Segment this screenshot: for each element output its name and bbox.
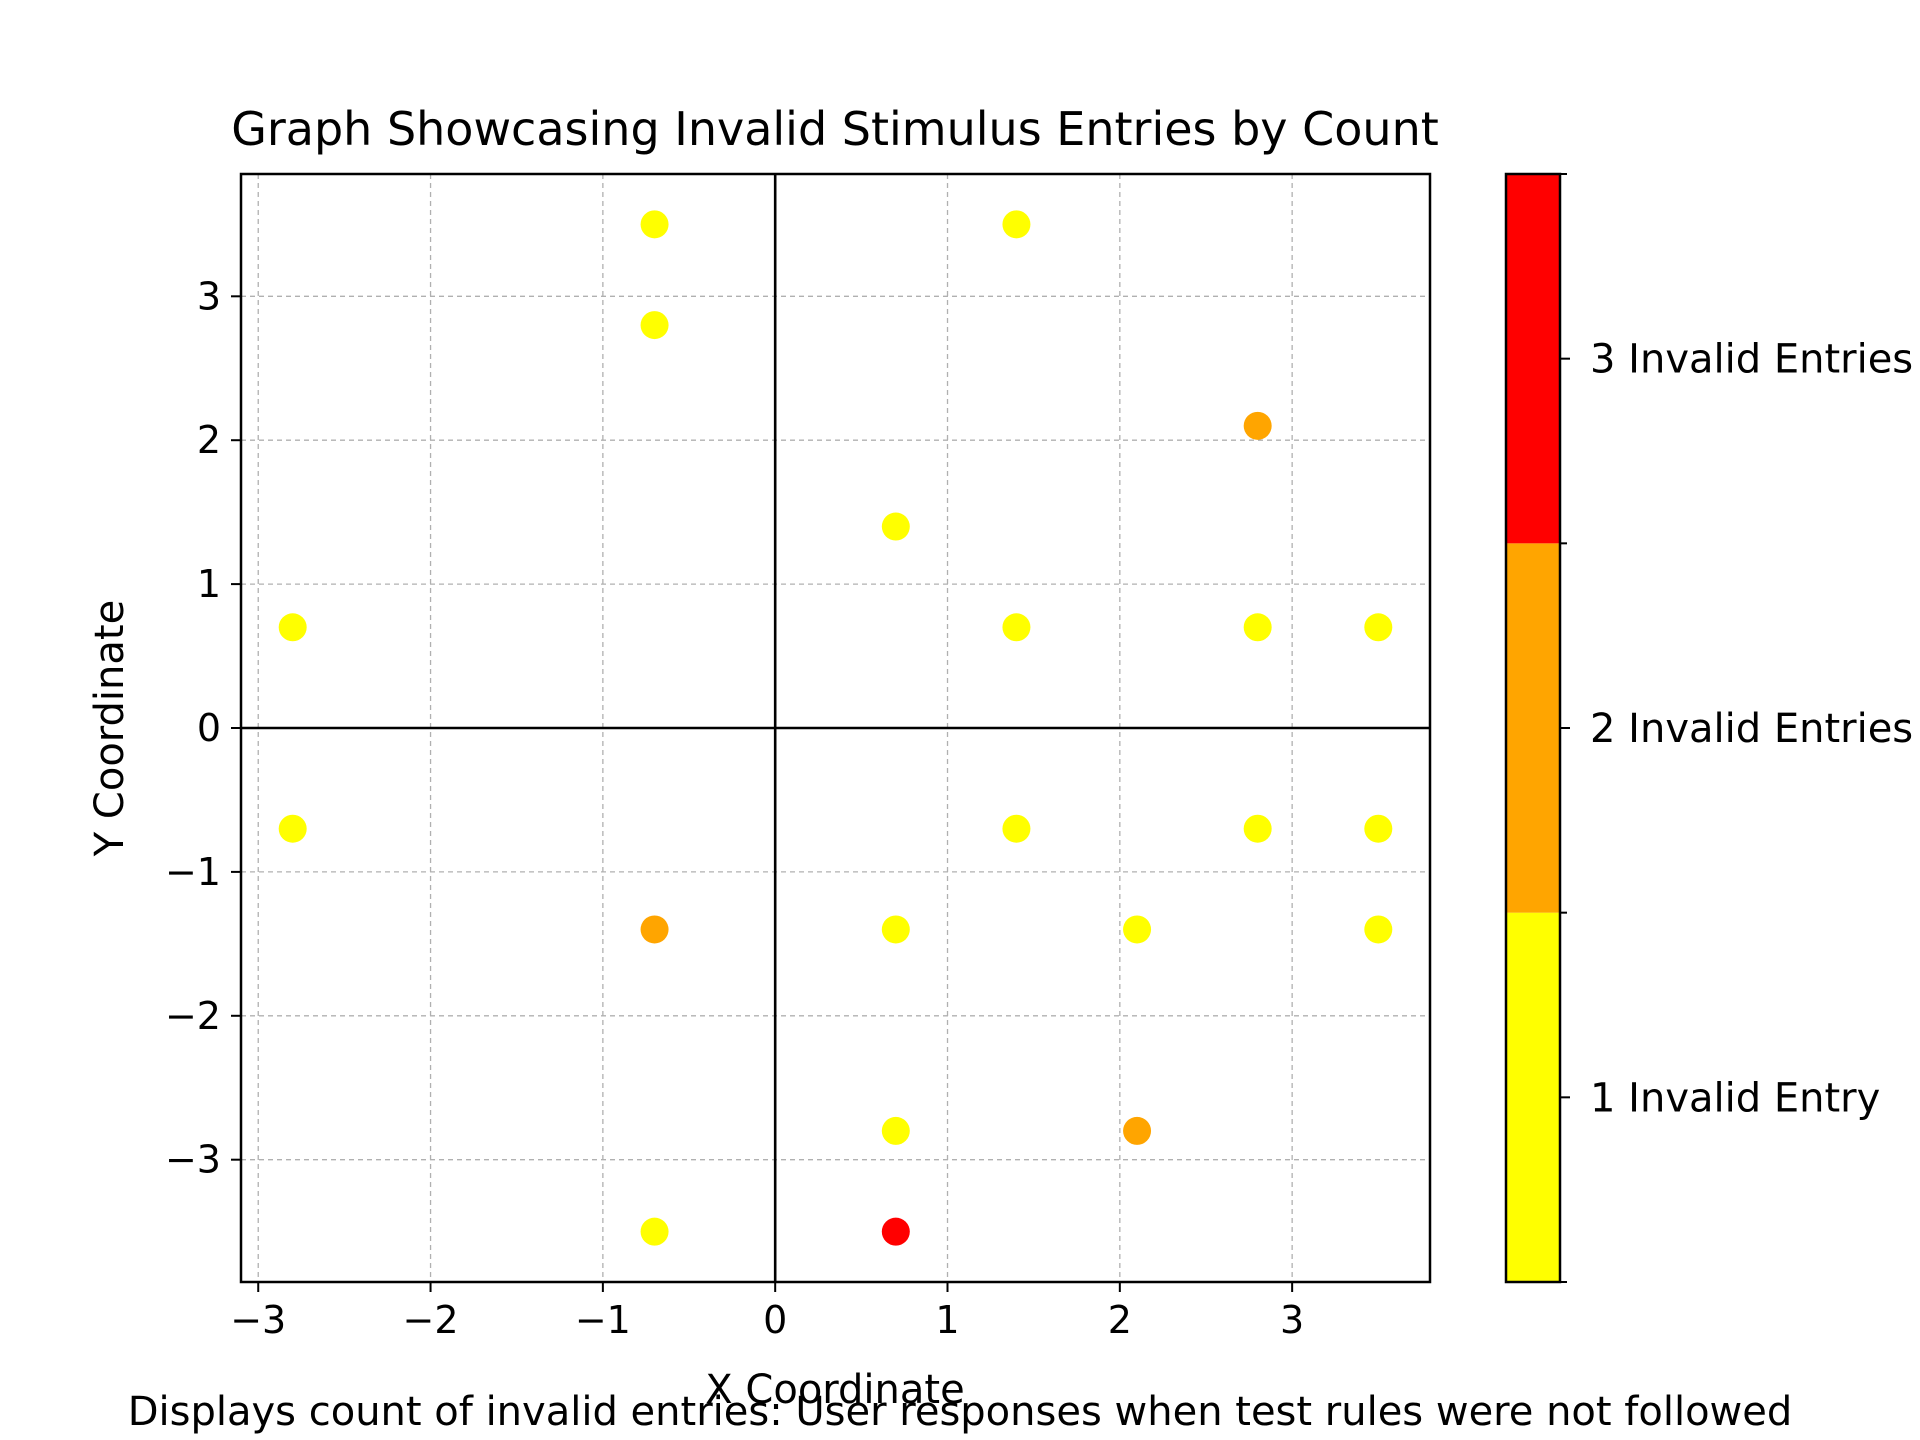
data-point [881, 915, 910, 944]
colorbar-label: 2 Invalid Entries [1590, 706, 1913, 752]
x-tick-label: 1 [935, 1298, 959, 1342]
data-point [881, 1116, 910, 1145]
data-point [278, 814, 307, 843]
y-tick-label: 3 [197, 274, 221, 318]
colorbar-label: 3 Invalid Entries [1590, 337, 1913, 383]
y-tick-label: −3 [165, 1138, 221, 1182]
colorbar-label: 1 Invalid Entry [1590, 1075, 1880, 1121]
chart-caption: Displays count of invalid entries: User … [128, 1389, 1793, 1435]
y-tick-label: 1 [197, 562, 221, 606]
data-point [1243, 411, 1272, 440]
data-point [881, 512, 910, 541]
x-tick-label: 3 [1280, 1298, 1304, 1342]
x-tick-label: −2 [403, 1298, 459, 1342]
chart-title: Graph Showcasing Invalid Stimulus Entrie… [231, 102, 1439, 156]
y-tick-label: −2 [165, 994, 221, 1038]
data-point [1002, 210, 1031, 239]
data-point [1002, 814, 1031, 843]
colorbar: 1 Invalid Entry 2 Invalid Entries 3 Invali… [1504, 172, 1913, 1284]
data-point [1364, 613, 1393, 642]
y-tick-label: 2 [197, 418, 221, 462]
colorbar-frame [1504, 172, 1562, 1284]
colorbar-segment [1506, 543, 1560, 913]
y-ticks: −3 −2 −1 0 1 2 3 [165, 274, 241, 1182]
data-point [640, 311, 669, 340]
data-point [1364, 915, 1393, 944]
colorbar-segment [1506, 174, 1560, 544]
x-tick-label: −3 [230, 1298, 286, 1342]
data-points [278, 210, 1393, 1246]
x-axis-label: X Coordinate [705, 1367, 964, 1413]
data-point [1243, 613, 1272, 642]
zero-lines [241, 174, 1430, 1282]
data-point [881, 1217, 910, 1246]
data-point [1364, 814, 1393, 843]
y-tick-label: 0 [197, 706, 221, 750]
data-point [1123, 915, 1152, 944]
x-tick-label: 0 [763, 1298, 787, 1342]
data-point [640, 210, 669, 239]
data-point [1002, 613, 1031, 642]
data-point [1243, 814, 1272, 843]
data-point [640, 1217, 669, 1246]
y-tick-label: −1 [165, 850, 221, 894]
x-ticks: −3 −2 −1 0 1 2 3 [230, 1282, 1304, 1342]
x-tick-label: 2 [1108, 1298, 1132, 1342]
data-point [278, 613, 307, 642]
x-tick-label: −1 [575, 1298, 631, 1342]
y-axis-label: Y Coordinate [87, 600, 133, 857]
colorbar-segment [1506, 912, 1560, 1282]
data-point [1123, 1116, 1152, 1145]
data-point [640, 915, 669, 944]
